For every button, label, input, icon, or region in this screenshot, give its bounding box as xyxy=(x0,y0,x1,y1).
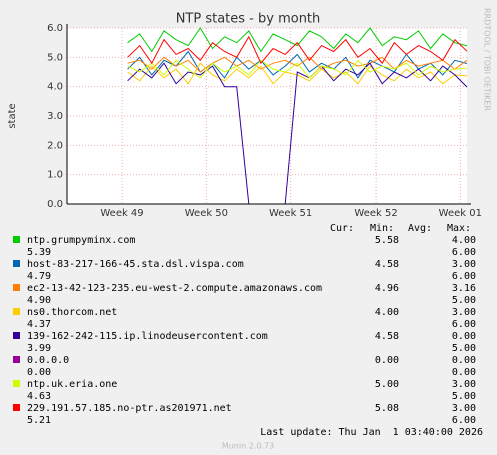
legend-swatch xyxy=(13,308,20,315)
series-line xyxy=(127,27,468,53)
series-line xyxy=(127,59,468,79)
legend-header: Min: xyxy=(370,223,394,234)
legend-value: 6.00 xyxy=(452,247,476,258)
legend-value: 4.79 xyxy=(27,271,51,282)
legend-name: ntp.grumpyminx.com xyxy=(27,235,135,246)
legend-header: Max: xyxy=(447,223,471,234)
legend-value: 3.16 xyxy=(452,283,476,294)
legend-value: 4.63 xyxy=(27,391,51,402)
side-text: RRDTOOL / TOBI OETIKER xyxy=(483,8,492,111)
legend-value: 4.90 xyxy=(27,295,51,306)
legend-value: 0.00 xyxy=(452,355,476,366)
x-tick-label: Week 50 xyxy=(185,208,228,219)
last-update: Last update: Thu Jan 1 03:40:00 2026 xyxy=(260,427,483,438)
legend-value: 5.39 xyxy=(27,247,51,258)
legend-swatch xyxy=(13,356,20,363)
series-line xyxy=(127,50,468,79)
series-line xyxy=(127,62,468,205)
legend-value: 6.00 xyxy=(452,415,476,426)
legend-value: 6.00 xyxy=(452,271,476,282)
legend-value: 0.00 xyxy=(27,367,51,378)
legend-value: 0.00 xyxy=(452,331,476,342)
legend-name: 229.191.57.185.no-ptr.as201971.net xyxy=(27,403,232,414)
legend-value: 3.00 xyxy=(452,259,476,270)
legend-value: 5.08 xyxy=(375,403,399,414)
y-axis-label: state xyxy=(7,103,18,128)
legend-value: 4.00 xyxy=(375,307,399,318)
legend-name: 139-162-242-115.ip.linodeusercontent.com xyxy=(27,331,268,342)
series-line xyxy=(127,56,468,73)
legend-value: 6.00 xyxy=(452,319,476,330)
legend-value: 4.58 xyxy=(375,331,399,342)
y-tick-label: 3.0 xyxy=(47,111,63,122)
legend-value: 5.00 xyxy=(452,295,476,306)
y-tick-label: 4.0 xyxy=(47,82,63,93)
legend-value: 5.21 xyxy=(27,415,51,426)
legend-value: 3.99 xyxy=(27,343,51,354)
legend-value: 3.00 xyxy=(452,403,476,414)
x-tick-label: Week 49 xyxy=(100,208,143,219)
legend-value: 0.00 xyxy=(452,367,476,378)
legend-header: Avg: xyxy=(408,223,432,234)
x-tick-label: Week 01 xyxy=(439,208,482,219)
legend-name: ec2-13-42-123-235.eu-west-2.compute.amaz… xyxy=(27,283,322,294)
legend-swatch xyxy=(13,236,20,243)
legend-value: 4.58 xyxy=(375,259,399,270)
legend-swatch xyxy=(13,404,20,411)
series-line xyxy=(127,35,468,65)
legend-value: 0.00 xyxy=(375,355,399,366)
y-tick-label: 1.0 xyxy=(47,170,63,181)
legend-name: ns0.thorcom.net xyxy=(27,307,117,318)
legend-value: 4.00 xyxy=(452,235,476,246)
legend-value: 5.00 xyxy=(375,379,399,390)
legend-value: 5.00 xyxy=(452,391,476,402)
y-tick-label: 2.0 xyxy=(47,140,63,151)
legend-header: Cur: xyxy=(330,223,354,234)
x-tick-label: Week 51 xyxy=(269,208,312,219)
legend-name: host-83-217-166-45.sta.dsl.vispa.com xyxy=(27,259,244,270)
y-tick-label: 5.0 xyxy=(47,52,63,63)
legend-value: 3.00 xyxy=(452,307,476,318)
legend-name: 0.0.0.0 xyxy=(27,355,69,366)
legend-name: ntp.uk.eria.one xyxy=(27,379,117,390)
chart-title: NTP states - by month xyxy=(176,12,321,27)
legend-value: 5.58 xyxy=(375,235,399,246)
x-tick-label: Week 52 xyxy=(354,208,397,219)
legend-value: 3.00 xyxy=(452,379,476,390)
legend-swatch xyxy=(13,380,20,387)
footer: Munin 2.0.73 xyxy=(222,442,274,451)
legend-swatch xyxy=(13,332,20,339)
y-tick-label: 0.0 xyxy=(47,199,63,210)
legend-swatch xyxy=(13,260,20,267)
y-tick-label: 6.0 xyxy=(47,23,63,34)
legend-swatch xyxy=(13,284,20,291)
legend-value: 4.96 xyxy=(375,283,399,294)
legend-value: 4.37 xyxy=(27,319,51,330)
legend-value: 5.00 xyxy=(452,343,476,354)
